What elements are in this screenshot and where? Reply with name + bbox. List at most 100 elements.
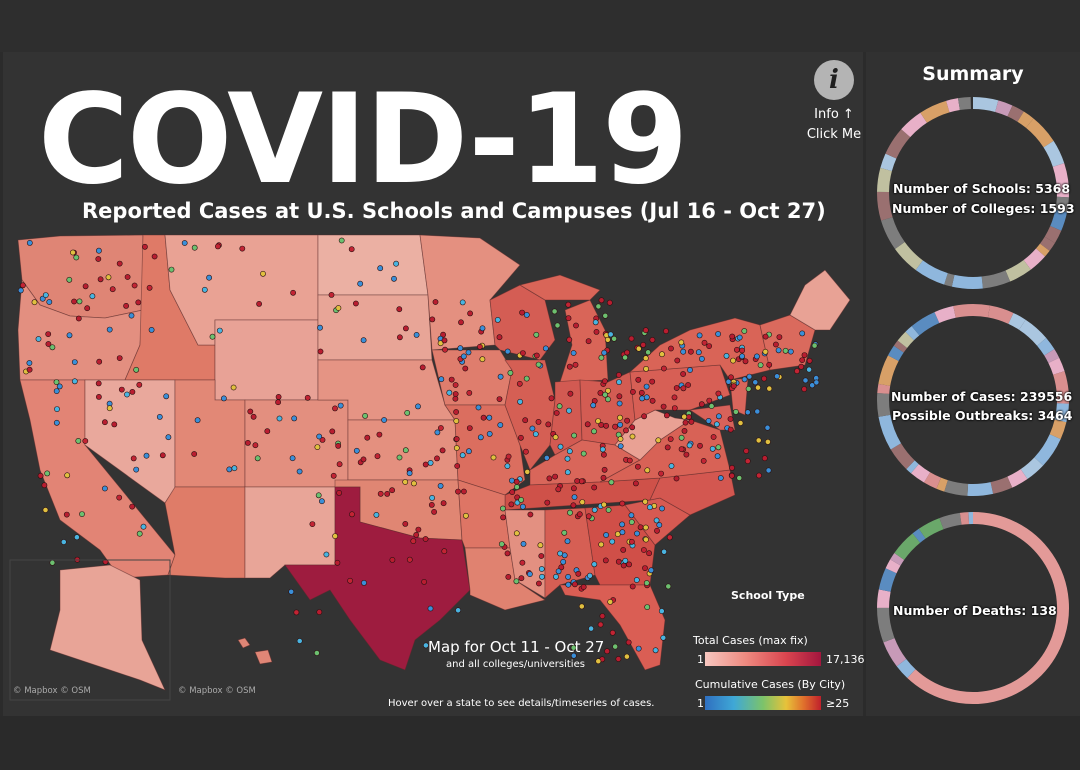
- school-marker[interactable]: [766, 385, 773, 392]
- school-marker[interactable]: [576, 511, 583, 518]
- school-marker[interactable]: [700, 457, 707, 464]
- school-marker[interactable]: [601, 451, 607, 458]
- school-marker[interactable]: [504, 550, 511, 557]
- school-marker[interactable]: [453, 445, 460, 451]
- school-marker[interactable]: [729, 333, 736, 340]
- school-marker[interactable]: [181, 240, 188, 246]
- school-marker[interactable]: [532, 431, 539, 437]
- school-marker[interactable]: [315, 492, 322, 499]
- school-marker[interactable]: [136, 530, 143, 537]
- school-marker[interactable]: [66, 332, 73, 339]
- school-marker[interactable]: [567, 390, 574, 397]
- school-marker[interactable]: [736, 475, 743, 481]
- school-marker[interactable]: [82, 283, 89, 290]
- school-marker[interactable]: [680, 371, 686, 377]
- school-marker[interactable]: [564, 538, 571, 545]
- school-marker[interactable]: [437, 482, 444, 489]
- school-marker[interactable]: [513, 578, 520, 585]
- school-marker[interactable]: [680, 348, 687, 355]
- school-marker[interactable]: [604, 336, 611, 343]
- school-marker[interactable]: [389, 557, 396, 563]
- school-marker[interactable]: [439, 447, 446, 454]
- school-marker[interactable]: [573, 322, 579, 329]
- school-marker[interactable]: [599, 446, 606, 453]
- donut-segment[interactable]: [972, 304, 991, 318]
- school-marker[interactable]: [146, 284, 153, 291]
- state-maine[interactable]: [789, 269, 851, 331]
- school-marker[interactable]: [642, 524, 649, 531]
- school-marker[interactable]: [437, 340, 444, 347]
- donut-segment[interactable]: [907, 512, 1069, 704]
- school-marker[interactable]: [660, 403, 667, 410]
- school-marker[interactable]: [427, 459, 434, 466]
- school-marker[interactable]: [602, 557, 609, 564]
- school-marker[interactable]: [566, 407, 572, 414]
- school-marker[interactable]: [682, 419, 689, 426]
- school-marker[interactable]: [624, 417, 630, 424]
- school-marker[interactable]: [681, 413, 688, 420]
- donut-segment[interactable]: [1048, 357, 1065, 375]
- school-marker[interactable]: [671, 394, 678, 401]
- school-marker[interactable]: [475, 404, 482, 411]
- school-marker[interactable]: [216, 327, 223, 334]
- school-marker[interactable]: [590, 402, 597, 409]
- school-marker[interactable]: [402, 521, 409, 527]
- school-marker[interactable]: [102, 485, 108, 492]
- school-marker[interactable]: [606, 299, 613, 306]
- school-marker[interactable]: [89, 293, 96, 300]
- school-marker[interactable]: [555, 486, 562, 493]
- school-marker[interactable]: [231, 465, 238, 472]
- school-marker[interactable]: [413, 532, 420, 538]
- school-marker[interactable]: [661, 548, 667, 555]
- donut-segment[interactable]: [883, 637, 907, 667]
- school-marker[interactable]: [557, 443, 564, 450]
- school-marker[interactable]: [289, 455, 296, 462]
- donut-segment[interactable]: [901, 112, 928, 138]
- school-marker[interactable]: [775, 347, 782, 354]
- school-marker[interactable]: [570, 652, 577, 659]
- school-marker[interactable]: [476, 343, 483, 350]
- school-marker[interactable]: [643, 365, 649, 372]
- school-marker[interactable]: [419, 364, 426, 371]
- school-marker[interactable]: [603, 532, 609, 538]
- donut-segment[interactable]: [1035, 243, 1050, 257]
- donut-segment[interactable]: [1050, 209, 1068, 231]
- school-marker[interactable]: [787, 348, 794, 355]
- school-marker[interactable]: [63, 511, 70, 518]
- school-marker[interactable]: [635, 645, 642, 652]
- school-marker[interactable]: [681, 427, 688, 434]
- school-marker[interactable]: [729, 472, 735, 479]
- school-marker[interactable]: [226, 466, 233, 473]
- school-marker[interactable]: [73, 254, 80, 261]
- school-marker[interactable]: [429, 494, 435, 501]
- school-marker[interactable]: [288, 588, 295, 595]
- school-marker[interactable]: [757, 362, 764, 368]
- donut-segment[interactable]: [911, 312, 940, 336]
- school-marker[interactable]: [332, 533, 338, 539]
- school-marker[interactable]: [552, 434, 559, 441]
- school-marker[interactable]: [410, 538, 417, 544]
- school-marker[interactable]: [53, 388, 60, 394]
- school-marker[interactable]: [332, 405, 338, 412]
- school-marker[interactable]: [143, 452, 150, 459]
- school-marker[interactable]: [598, 354, 605, 361]
- school-marker[interactable]: [49, 559, 56, 566]
- school-marker[interactable]: [578, 603, 585, 610]
- school-marker[interactable]: [293, 609, 300, 616]
- school-marker[interactable]: [377, 490, 384, 497]
- school-marker[interactable]: [507, 369, 514, 376]
- school-marker[interactable]: [53, 419, 60, 426]
- school-marker[interactable]: [616, 393, 623, 400]
- school-marker[interactable]: [715, 444, 722, 451]
- school-marker[interactable]: [148, 326, 155, 333]
- donut-segment[interactable]: [878, 568, 897, 592]
- school-marker[interactable]: [275, 399, 281, 406]
- school-marker[interactable]: [466, 425, 473, 431]
- school-marker[interactable]: [209, 333, 216, 340]
- school-marker[interactable]: [230, 384, 237, 391]
- school-marker[interactable]: [601, 501, 607, 508]
- school-marker[interactable]: [124, 274, 131, 280]
- school-marker[interactable]: [688, 418, 695, 425]
- school-marker[interactable]: [256, 300, 262, 307]
- school-marker[interactable]: [663, 328, 669, 334]
